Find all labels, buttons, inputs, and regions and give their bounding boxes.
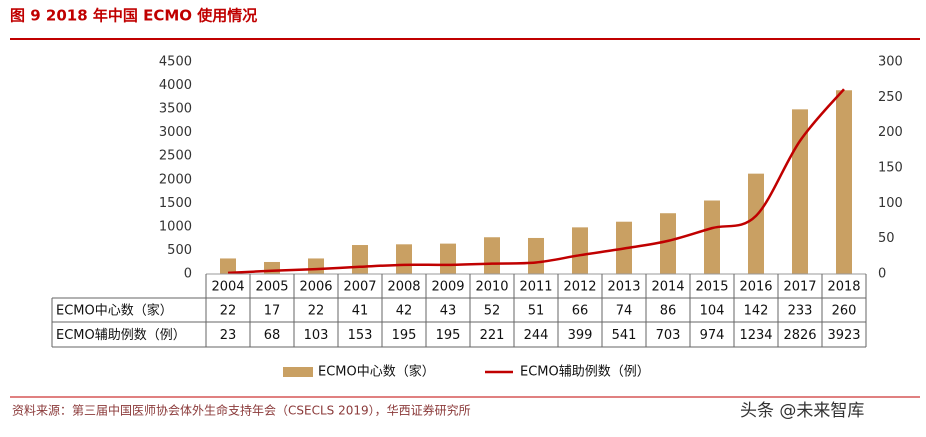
y2-tick-label: 100	[878, 196, 903, 211]
table-cell: 41	[352, 304, 369, 319]
x-tick-label: 2011	[519, 280, 552, 295]
table-cell: 153	[348, 328, 373, 343]
table-row-header: ECMO辅助例数（例）	[56, 328, 186, 343]
y2-tick-label: 200	[878, 125, 903, 140]
line	[227, 88, 845, 275]
bar	[572, 227, 588, 274]
bar	[440, 243, 456, 274]
x-tick-label: 2007	[343, 280, 376, 295]
table-cell: 22	[220, 304, 237, 319]
table-cell: 104	[700, 304, 725, 319]
table-cell: 142	[744, 304, 769, 319]
table-cell: 1234	[739, 328, 772, 343]
table-cell: 52	[484, 304, 501, 319]
bar	[704, 200, 720, 274]
table-cell: 51	[528, 304, 545, 319]
x-tick-label: 2006	[299, 280, 332, 295]
table-cell: 22	[308, 304, 325, 319]
chart-title: 图 9 2018 年中国 ECMO 使用情况	[10, 7, 257, 25]
table-cell: 74	[616, 304, 633, 319]
x-tick-label: 2014	[651, 280, 684, 295]
table-cell: 68	[264, 328, 281, 343]
y-tick-label: 500	[167, 243, 192, 258]
y2-tick-label: 50	[878, 231, 895, 246]
bar	[484, 237, 500, 274]
table-cell: 244	[524, 328, 549, 343]
x-tick-label: 2012	[563, 280, 596, 295]
bar	[352, 245, 368, 274]
y-tick-label: 1000	[159, 219, 192, 234]
y-tick-label: 1500	[159, 196, 192, 211]
legend-swatch	[283, 367, 313, 377]
table-cell: 17	[264, 304, 281, 319]
y2-tick-label: 0	[878, 267, 886, 282]
y-tick-label: 2500	[159, 149, 192, 164]
bar	[528, 237, 544, 274]
legend-label: ECMO中心数（家）	[318, 364, 435, 380]
table-cell: 23	[220, 328, 237, 343]
x-tick-label: 2008	[387, 280, 420, 295]
table-cell: 43	[440, 304, 457, 319]
x-tick-label: 2015	[695, 280, 728, 295]
x-tick-label: 2013	[607, 280, 640, 295]
y-tick-label: 3000	[159, 125, 192, 140]
y-tick-label: 3500	[159, 102, 192, 117]
table-cell: 399	[568, 328, 593, 343]
table-cell: 103	[304, 328, 329, 343]
table-cell: 66	[572, 304, 589, 319]
bar	[308, 258, 324, 274]
bar	[792, 109, 808, 274]
x-tick-label: 2004	[211, 280, 244, 295]
table-cell: 86	[660, 304, 677, 319]
y-tick-label: 0	[184, 267, 192, 282]
source: 资料来源：第三届中国医师协会体外生命支持年会（CSECLS 2019），华西证券…	[12, 403, 471, 418]
y2-tick-label: 150	[878, 161, 903, 176]
bar	[660, 213, 676, 274]
table-cell: 3923	[827, 328, 860, 343]
table-cell: 195	[392, 328, 417, 343]
bar	[396, 244, 412, 274]
table-cell: 42	[396, 304, 413, 319]
table-cell: 260	[832, 304, 857, 319]
table-cell: 974	[700, 328, 725, 343]
table-cell: 233	[788, 304, 813, 319]
table-cell: 541	[612, 328, 637, 343]
bar	[220, 258, 236, 274]
x-tick-label: 2005	[255, 280, 288, 295]
y-tick-label: 4000	[159, 78, 192, 93]
x-tick-label: 2009	[431, 280, 464, 295]
y-tick-label: 4500	[159, 55, 192, 70]
x-tick-label: 2017	[783, 280, 816, 295]
y-tick-label: 2000	[159, 172, 192, 187]
table-cell: 221	[480, 328, 505, 343]
watermark: 头条 @未来智库	[740, 401, 864, 421]
y2-tick-label: 250	[878, 90, 903, 105]
x-tick-label: 2016	[739, 280, 772, 295]
bar	[836, 90, 852, 275]
table-row-header: ECMO中心数（家）	[56, 303, 173, 319]
table-cell: 2826	[783, 328, 816, 343]
x-tick-label: 2018	[827, 280, 860, 295]
table-cell: 195	[436, 328, 461, 343]
bar	[748, 173, 764, 274]
y2-tick-label: 300	[878, 55, 903, 70]
table-cell: 703	[656, 328, 681, 343]
x-tick-label: 2010	[475, 280, 508, 295]
legend-label: ECMO辅助例数（例）	[520, 365, 650, 380]
